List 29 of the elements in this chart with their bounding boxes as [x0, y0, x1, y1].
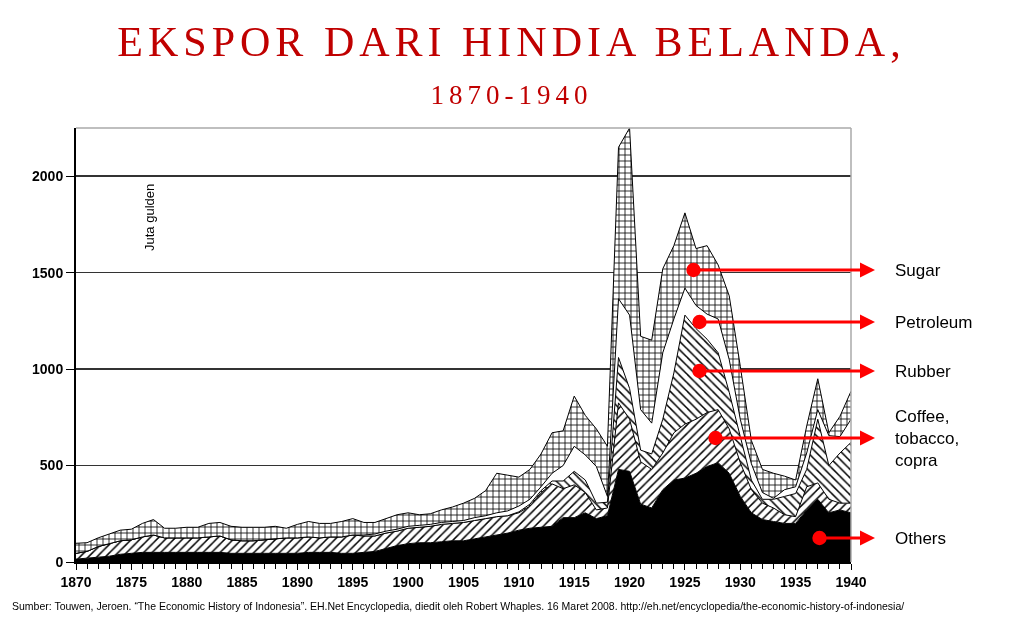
x-tick-label: 1915 [558, 573, 590, 590]
text: Rubber [895, 362, 952, 381]
x-tick-label: 1940 [835, 573, 867, 590]
x-tick-label: 1925 [669, 573, 701, 590]
y-axis-title: Juta gulden [142, 183, 157, 251]
x-tick-label: 1880 [171, 573, 203, 590]
text: Sugar [895, 261, 941, 280]
x-tick-label: 1905 [447, 573, 480, 590]
x-tick-label: 1930 [724, 573, 757, 590]
y-tick-label: 2000 [32, 168, 64, 185]
y-tick-label: 1000 [32, 361, 64, 378]
text: Others [895, 529, 947, 548]
x-tick-label: 1920 [613, 573, 646, 590]
chart-subtitle: 1870-1940 [429, 80, 594, 111]
x-tick-label: 1910 [503, 573, 535, 590]
text: Petroleum [895, 313, 973, 332]
x-tick-label: 1890 [281, 573, 314, 590]
x-tick-label: 1895 [337, 573, 369, 590]
text: Coffee, tobacco, copra [895, 407, 960, 471]
x-tick-label: 1935 [780, 573, 812, 590]
x-tick-label: 1870 [60, 573, 92, 590]
x-tick-label: 1885 [226, 573, 258, 590]
y-tick-label: 0 [55, 553, 64, 570]
x-tick-label: 1875 [115, 573, 148, 590]
text: Sumber: Touwen, Jeroen. “The Economic History of Indonesia”. EH.Net Encyclopedia, diedit oleh Robert Whaples. 16 Maret 2008. http://eh.net/encyclopedia/the-economic-history-of-indonesia/ [12, 600, 905, 612]
chart-title: EKSPOR DARI HINDIA BELANDA, [116, 18, 907, 66]
y-tick-label: 500 [39, 457, 64, 474]
x-tick-label: 1900 [392, 573, 424, 590]
y-tick-label: 1500 [32, 264, 64, 281]
